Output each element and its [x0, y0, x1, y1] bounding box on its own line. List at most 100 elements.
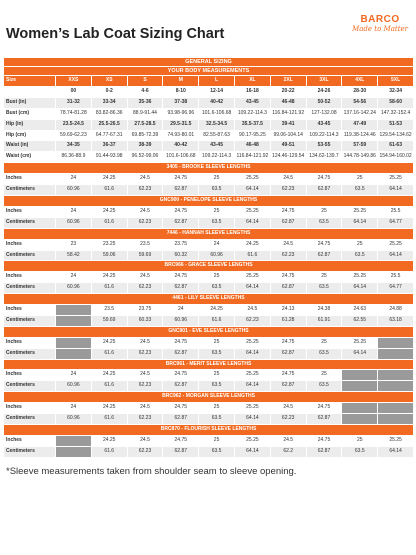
- cell: 24.75: [269, 336, 307, 349]
- table-subtitle-row: YOUR BODY MEASUREMENTS: [2, 66, 415, 76]
- cell: 134.62-139.7: [305, 151, 343, 164]
- cell: 62.23: [233, 314, 271, 327]
- cell: [377, 336, 415, 349]
- table-subtitle: YOUR BODY MEASUREMENTS: [2, 66, 415, 76]
- cell: 24.5: [269, 238, 307, 251]
- column-header: M: [162, 75, 200, 87]
- cell: [341, 413, 379, 425]
- cell: 25: [305, 369, 343, 382]
- cell: 25: [341, 238, 379, 251]
- cell: 24.75: [269, 205, 307, 218]
- cell: 24.25: [90, 336, 128, 349]
- cell: 109.22-114.3: [305, 129, 343, 142]
- cell: 24.25: [198, 304, 235, 316]
- cell: 62.87: [162, 282, 200, 295]
- cell: 24.25: [90, 434, 128, 447]
- cell: 24.75: [162, 271, 200, 284]
- cell: 63.5: [198, 216, 235, 229]
- cell: 25: [198, 173, 235, 186]
- cell: 63.5: [341, 184, 379, 196]
- table-row: Inches 24.25 24.5 24.75 25 25.25 24.5 24.75 25 25…: [3, 434, 415, 447]
- table-row: Centimeters 58.42 59.06 59.69 60.32 60.96 61.6…: [3, 249, 415, 262]
- cell: 60.96: [55, 216, 92, 229]
- cell: 93.98-96.96: [162, 107, 200, 120]
- table-row: Centimeters 60.96 61.6 62.23 62.87 63.5 64.14 6…: [3, 216, 415, 229]
- cell: 62.23: [126, 216, 164, 229]
- row-label: Inches: [3, 304, 56, 316]
- cell: 91.44-93.98: [90, 151, 128, 164]
- cell: 24-26: [305, 85, 343, 98]
- cell: 00: [55, 85, 92, 98]
- cell: 25: [305, 271, 343, 284]
- cell: 24.75: [162, 402, 200, 415]
- section-title: GNC900 - PENELOPE SLEEVE LENGTHS: [2, 194, 415, 207]
- row-label: [3, 85, 56, 98]
- table-row: Inches 24 24.25 24.5 24.75 25 25.25 24.5 24.75 25…: [3, 173, 415, 186]
- cell: 25.25: [377, 434, 415, 447]
- column-header: 3XL: [305, 75, 343, 87]
- cell: 109.22-114.3: [198, 151, 235, 164]
- cell: 24.75: [269, 271, 307, 284]
- cell: 61.91: [305, 314, 343, 327]
- cell: 23.5: [90, 304, 128, 316]
- table-row: Inches 23 23.25 23.5 23.75 24 24.25 24.5 24.75 25…: [3, 238, 415, 251]
- section-title-row: BRC966 - GRACE SLEEVE LENGTHS: [2, 260, 415, 273]
- cell: 62.55: [341, 314, 379, 327]
- cell: 60.96: [55, 282, 92, 295]
- cell: 25.25: [233, 402, 271, 415]
- cell: 25: [341, 173, 379, 186]
- cell: 25.25: [377, 238, 415, 251]
- cell: 25.5: [377, 205, 415, 218]
- cell: 62.23: [269, 249, 307, 262]
- cell: 62.87: [162, 413, 200, 425]
- table-row: Centimeters 61.6 62.23 62.87 63.5 64.14 62.87 6…: [3, 347, 415, 360]
- section-title: BRC870 - FLOURISH SLEEVE LENGTHS: [2, 424, 415, 436]
- section-title: 3405 - BROOKE SLEEVE LENGTHS: [2, 162, 415, 175]
- column-header: XS: [90, 75, 128, 87]
- row-label: Centimeters: [3, 347, 56, 360]
- cell: 25.5-26.5: [90, 118, 128, 131]
- cell: 24.75: [305, 238, 343, 251]
- cell: 61.6: [90, 282, 128, 295]
- cell: 25.25: [233, 336, 271, 349]
- cell: 24.25: [90, 402, 128, 415]
- cell: 116.84-121.92: [269, 107, 307, 120]
- cell: 61-63: [377, 140, 415, 153]
- cell: 62.23: [269, 184, 307, 196]
- cell: 69.85-72.39: [126, 129, 164, 142]
- cell: 54-56: [341, 96, 379, 109]
- cell: 25: [198, 205, 235, 218]
- cell: 24: [55, 402, 92, 415]
- cell: 63.5: [341, 249, 379, 262]
- cell: 43-45: [305, 118, 343, 131]
- section-title-row: BRC962 - MORGAN SLEEVE LENGTHS: [2, 391, 415, 404]
- sizing-table: GENERAL SIZING YOUR BODY MEASUREMENTS Size…: [2, 57, 415, 458]
- row-label: Centimeters: [3, 445, 56, 458]
- cell: 23.5-24.5: [55, 118, 92, 131]
- cell: [377, 347, 415, 360]
- column-header: 4XL: [341, 75, 379, 87]
- cell: 60.32: [162, 249, 200, 262]
- row-label: Centimeters: [3, 314, 56, 327]
- row-label: Centimeters: [3, 282, 56, 295]
- section-title: BRC962 - MORGAN SLEEVE LENGTHS: [2, 391, 415, 404]
- row-label: Centimeters: [3, 184, 56, 196]
- cell: 64.14: [341, 347, 379, 360]
- cell: 24.25: [90, 205, 128, 218]
- cell: 86.36-88.9: [55, 151, 92, 164]
- cell: [341, 369, 379, 382]
- section-title: 4461 - LILY SLEEVE LENGTHS: [2, 293, 415, 306]
- cell: 64.77: [377, 282, 415, 295]
- cell: 23: [55, 238, 92, 251]
- cell: [55, 445, 92, 458]
- table-row: Centimeters 60.96 61.6 62.23 62.87 63.5 64.14 6…: [3, 380, 415, 393]
- cell: 61.6: [233, 249, 271, 262]
- table-title-row: GENERAL SIZING: [2, 57, 415, 67]
- row-label: Inches: [3, 173, 56, 186]
- row-label: Hip (in): [3, 118, 56, 131]
- cell: 36-37: [90, 140, 128, 153]
- cell: 62.87: [269, 347, 307, 360]
- cell: 64.14: [233, 282, 271, 295]
- cell: [377, 380, 415, 393]
- cell: 63.5: [198, 184, 235, 196]
